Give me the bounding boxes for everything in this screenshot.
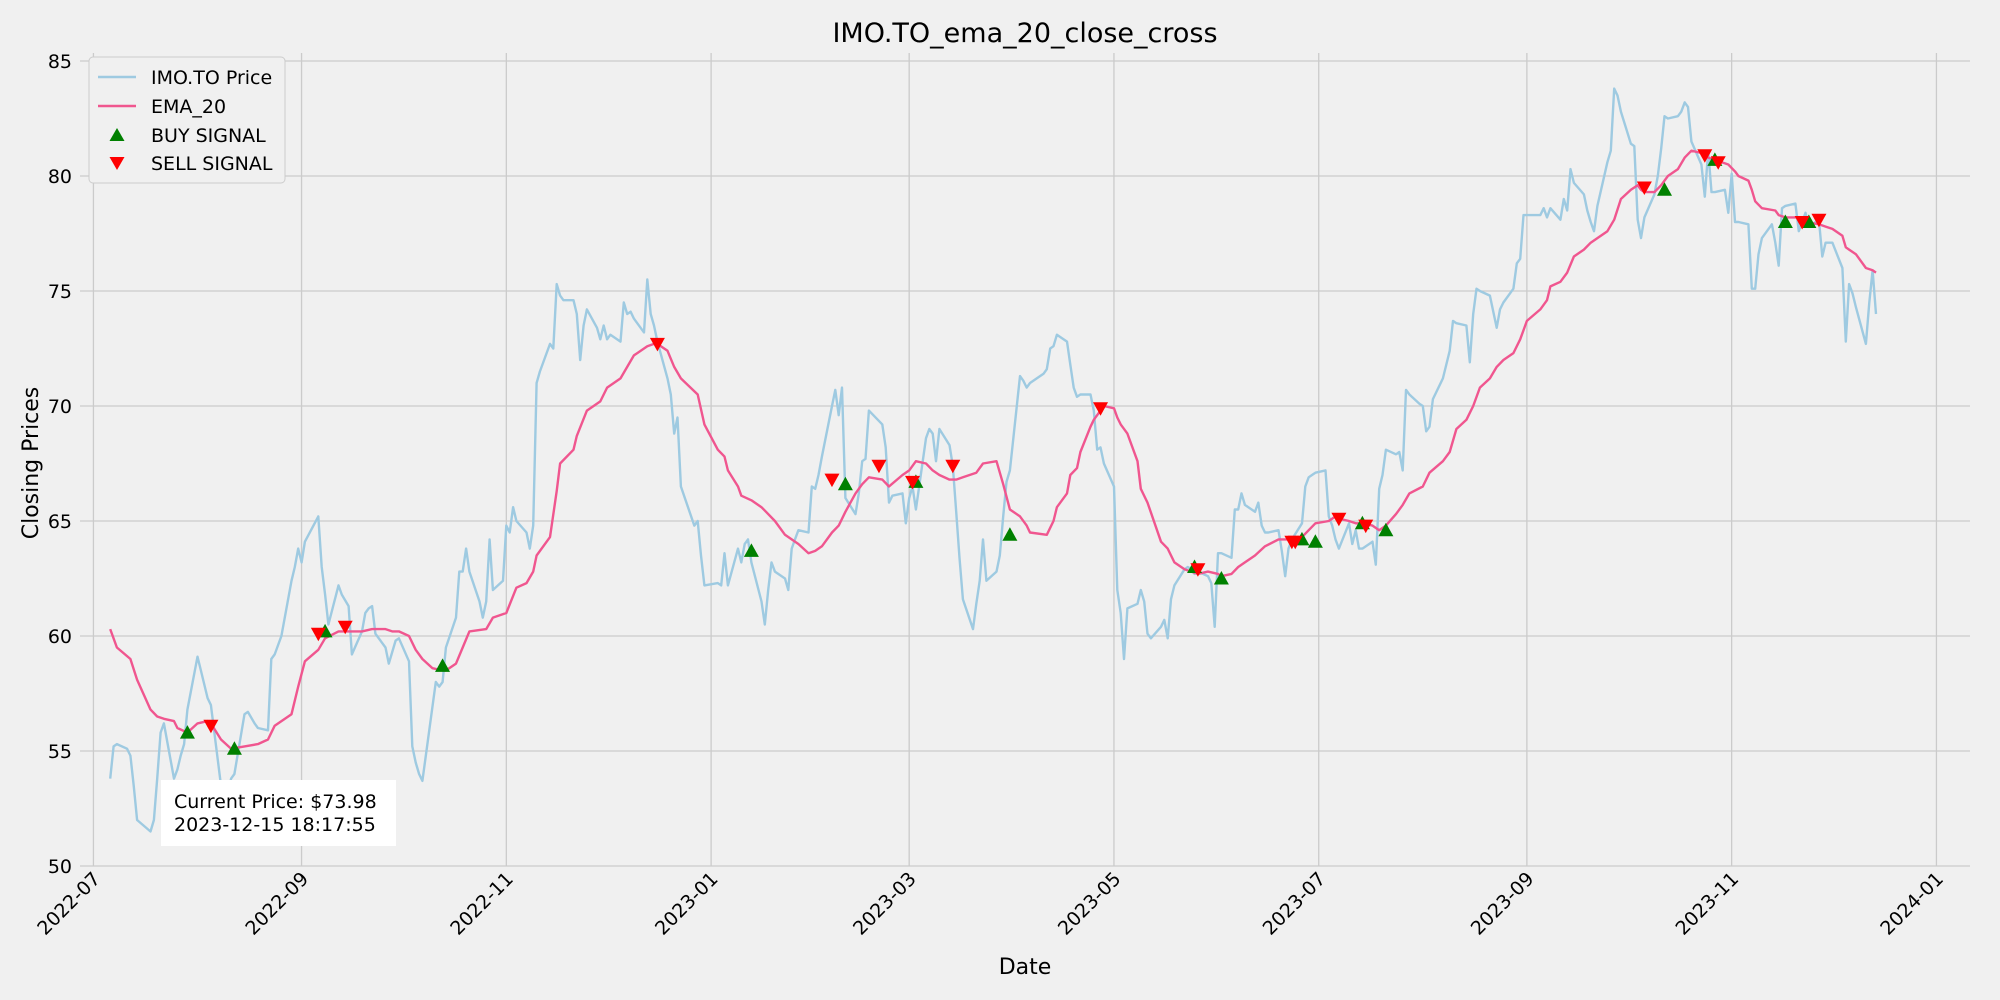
sell-signal-marker: [1794, 216, 1810, 230]
buy-signal-marker: [179, 725, 195, 739]
y-tick-label: 55: [48, 741, 72, 763]
buy-signal-marker: [1213, 571, 1229, 585]
legend-buy-label: BUY SIGNAL: [151, 125, 266, 147]
buy-signal-marker: [1307, 534, 1323, 548]
current-price-annotation: Current Price: $73.98 2023-12-15 18:17:5…: [161, 780, 396, 846]
y-tick-label: 65: [48, 511, 72, 533]
legend-sell-label: SELL SIGNAL: [151, 153, 273, 175]
grid: [80, 53, 1970, 867]
current-price-text: Current Price: $73.98: [174, 791, 377, 813]
sell-signal-marker: [1358, 519, 1374, 534]
annotation-box: [161, 780, 396, 846]
buy-signal-marker: [1801, 214, 1817, 228]
y-tick-label: 80: [48, 166, 72, 188]
sell-signal-marker: [1636, 181, 1652, 195]
signal-markers: [179, 149, 1827, 755]
legend-sell-marker: [109, 157, 125, 170]
sell-signal-marker: [1331, 512, 1347, 527]
buy-signal-marker: [226, 741, 242, 755]
y-tick-label: 70: [48, 396, 72, 418]
sell-signal-marker: [1287, 535, 1303, 550]
legend-price-label: IMO.TO Price: [151, 67, 272, 89]
timestamp-text: 2023-12-15 18:17:55: [174, 814, 376, 836]
buy-signal-marker: [1657, 182, 1673, 196]
buy-signal-marker: [1002, 527, 1018, 541]
legend-box: [88, 56, 286, 184]
legend: IMO.TO Price EMA_20 BUY SIGNAL SELL SIGN…: [88, 56, 286, 184]
buy-signal-marker: [1777, 214, 1793, 228]
buy-signal-marker: [743, 543, 759, 557]
y-tick-label: 60: [48, 626, 72, 648]
x-axis-label: Date: [999, 955, 1052, 980]
buy-signal-marker: [1378, 522, 1394, 537]
y-tick-label: 50: [48, 856, 72, 878]
chart-title: IMO.TO_ema_20_close_cross: [832, 18, 1217, 49]
sell-signal-marker: [203, 719, 219, 734]
sell-signal-marker: [1710, 156, 1726, 170]
sell-signal-marker: [1093, 402, 1109, 416]
sell-signal-marker: [905, 475, 921, 490]
buy-signal-marker: [837, 476, 853, 491]
y-tick-label: 85: [48, 51, 72, 73]
y-axis-label: Closing Prices: [19, 387, 44, 540]
sell-signal-marker: [310, 627, 326, 642]
sell-signal-marker: [1697, 149, 1713, 163]
legend-buy-marker: [109, 128, 125, 141]
sell-signal-marker: [1811, 213, 1827, 228]
y-tick-label: 75: [48, 281, 72, 303]
buy-signal-marker: [435, 658, 451, 672]
sell-signal-marker: [1190, 563, 1206, 577]
sell-signal-marker: [871, 459, 887, 474]
sell-signal-marker: [337, 620, 353, 635]
sell-signal-marker: [824, 473, 840, 488]
sell-signal-marker: [945, 459, 961, 474]
legend-ema-label: EMA_20: [151, 96, 226, 118]
price-line: [109, 87, 1878, 833]
sell-signal-marker: [649, 337, 665, 352]
